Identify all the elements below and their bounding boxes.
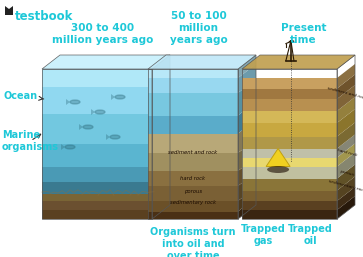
Bar (42, 144, 152, 167)
Text: Marine
organisms: Marine organisms (2, 130, 59, 152)
Text: hard rock: hard rock (180, 176, 205, 181)
Polygon shape (337, 143, 355, 167)
Bar (148, 186, 238, 201)
Ellipse shape (83, 125, 93, 129)
Polygon shape (238, 55, 256, 78)
Text: porous: porous (184, 189, 202, 195)
Bar (148, 201, 238, 212)
Bar (148, 133, 238, 153)
Polygon shape (337, 85, 355, 111)
Polygon shape (152, 179, 170, 201)
Bar (242, 210, 337, 219)
Bar (242, 123, 337, 136)
Bar (242, 88, 337, 99)
Polygon shape (152, 168, 170, 194)
Polygon shape (152, 130, 170, 167)
Polygon shape (42, 55, 170, 69)
Polygon shape (337, 109, 355, 136)
Bar (42, 69, 152, 87)
Polygon shape (152, 73, 170, 114)
Polygon shape (79, 124, 83, 130)
Polygon shape (152, 187, 170, 210)
Text: porous: porous (339, 169, 355, 176)
Text: hard rock: hard rock (337, 148, 358, 158)
Bar (148, 78, 238, 93)
Polygon shape (91, 109, 95, 115)
Polygon shape (337, 134, 355, 158)
Bar (42, 87, 152, 114)
Polygon shape (337, 64, 355, 88)
Bar (42, 194, 152, 201)
Polygon shape (238, 157, 256, 186)
Polygon shape (238, 79, 256, 115)
Bar (42, 167, 152, 181)
Ellipse shape (267, 166, 289, 173)
Polygon shape (152, 196, 170, 219)
Polygon shape (337, 123, 355, 149)
Text: 50 to 100
million
years ago: 50 to 100 million years ago (170, 11, 227, 45)
Bar (148, 93, 238, 115)
Text: sedimentary rock: sedimentary rock (328, 179, 363, 193)
Polygon shape (238, 172, 256, 201)
Bar (42, 201, 152, 210)
Polygon shape (152, 55, 170, 87)
Text: sedimentary rock: sedimentary rock (170, 200, 216, 205)
Ellipse shape (110, 135, 120, 139)
Bar (242, 201, 337, 210)
Bar (242, 78, 337, 88)
Polygon shape (337, 75, 355, 99)
Bar (148, 153, 238, 171)
Text: Trapped
gas: Trapped gas (240, 224, 285, 246)
Polygon shape (148, 55, 256, 69)
Polygon shape (242, 55, 355, 69)
Bar (242, 190, 337, 201)
Bar (42, 210, 152, 219)
Bar (242, 136, 337, 149)
Bar (242, 167, 337, 179)
Polygon shape (238, 187, 256, 212)
Bar (42, 114, 152, 144)
Text: sediment and rock: sediment and rock (168, 151, 217, 155)
Bar (148, 69, 238, 78)
Text: Ocean: Ocean (4, 91, 44, 101)
Bar (148, 115, 238, 133)
Polygon shape (111, 94, 115, 100)
Ellipse shape (70, 100, 80, 104)
Polygon shape (266, 149, 290, 167)
Polygon shape (106, 134, 110, 140)
Bar (242, 158, 337, 167)
Ellipse shape (115, 95, 125, 99)
Polygon shape (66, 99, 70, 105)
Polygon shape (61, 144, 65, 150)
Ellipse shape (95, 110, 105, 114)
Polygon shape (5, 6, 13, 15)
Text: testbook: testbook (15, 10, 73, 23)
Text: Organisms turn
into oil and
over time: Organisms turn into oil and over time (150, 227, 236, 257)
Polygon shape (337, 152, 355, 179)
Polygon shape (238, 102, 256, 133)
Bar (148, 171, 238, 186)
Polygon shape (238, 197, 256, 219)
Text: 300 to 400
million years ago: 300 to 400 million years ago (52, 23, 153, 45)
Text: Trapped
oil: Trapped oil (288, 224, 333, 246)
Bar (42, 181, 152, 194)
Text: Present
time: Present time (281, 23, 326, 45)
Polygon shape (152, 100, 170, 144)
Polygon shape (337, 187, 355, 210)
Bar (242, 179, 337, 190)
Bar (242, 99, 337, 111)
Polygon shape (337, 164, 355, 190)
Polygon shape (337, 196, 355, 219)
Polygon shape (152, 152, 170, 181)
Bar (242, 149, 337, 158)
Text: sediment and rock: sediment and rock (327, 86, 363, 100)
Polygon shape (238, 64, 256, 93)
Polygon shape (337, 97, 355, 123)
Bar (242, 111, 337, 123)
Polygon shape (337, 177, 355, 201)
Polygon shape (238, 139, 256, 171)
Polygon shape (238, 120, 256, 153)
Ellipse shape (65, 145, 75, 149)
Bar (148, 212, 238, 219)
